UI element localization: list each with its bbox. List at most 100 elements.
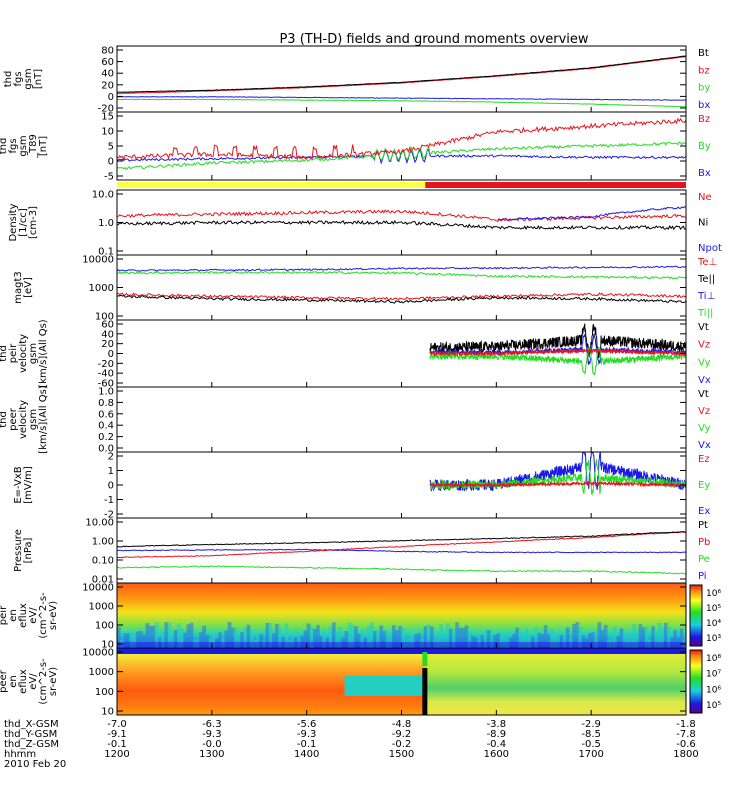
ion-spectrogram-cell: [259, 634, 263, 648]
series-4-Vz: [429, 347, 687, 357]
ion-spectrogram-cell: [392, 625, 396, 648]
legend-Vz: Vz: [698, 340, 710, 351]
ion-spectrogram-cell: [151, 625, 156, 648]
y-axis-label: E=-VxB [mV/m]: [13, 466, 34, 504]
y-tick-label: 80: [101, 46, 114, 57]
x-tick-label: -0.1: [107, 739, 127, 750]
ion-spectrogram-cell: [306, 623, 311, 648]
ion-spectrogram-cell: [357, 633, 361, 648]
y-axis-label-line: sr-eV): [48, 667, 59, 696]
y-axis-label: thdpeirenefluxeV/(cm^2-s-sr-eV): [0, 592, 59, 639]
ion-spectrogram-cell: [271, 633, 276, 648]
y-axis-label-line: thd: [0, 345, 9, 362]
ion-spectrogram-cell: [559, 634, 564, 648]
ion-spectrogram-cell: [458, 627, 463, 648]
y-axis-label-line: magt3: [13, 271, 24, 304]
y-axis-label-line: thd: [3, 71, 14, 88]
ion-spectrogram-cell: [423, 626, 428, 648]
y-axis-label-line: peer: [0, 669, 9, 693]
y-tick-label: 100: [95, 621, 114, 632]
x-tick-label: -9.3: [297, 729, 317, 740]
ion-spectrogram-cell: [496, 633, 500, 648]
y-tick-label: 1000: [89, 667, 114, 678]
legend-Pe: Pe: [698, 554, 710, 565]
ion-spectrogram-cell: [189, 622, 194, 648]
y-axis-label-line: [nT]: [38, 136, 49, 156]
ion-spectrogram-cell: [388, 632, 393, 648]
y-tick-label: -20: [98, 359, 114, 370]
ion-spectrogram-cell: [132, 633, 137, 648]
y-axis-label: thdpeerenefluxeV/(cm^2-s-sr-eV): [0, 658, 59, 705]
series-0-bx: [116, 96, 687, 101]
ion-spectrogram-cell: [145, 623, 150, 648]
series-7-Pb: [116, 531, 687, 559]
y-axis-label-line: [km/s](All Qs): [38, 319, 49, 387]
ion-spectrogram-cell: [275, 623, 279, 648]
ion-spectrogram-cell: [161, 630, 165, 648]
ion-spectrogram-cell: [603, 625, 608, 648]
ion-spectrogram-cell: [486, 630, 491, 648]
ion-spectrogram-cell: [651, 626, 655, 648]
ion-spectrogram-cell: [537, 632, 542, 648]
x-axis-label: 2010 Feb 20: [4, 759, 66, 770]
ion-spectrogram-cell: [382, 631, 387, 648]
ion-spectrogram-cell: [347, 622, 352, 648]
y-tick-label: 15: [101, 112, 114, 123]
x-axis-label: hhmm: [4, 749, 36, 760]
x-tick-label: -7.0: [107, 719, 127, 730]
ion-spectrogram-cell: [464, 625, 469, 648]
ion-spectrogram-cell: [600, 629, 605, 648]
y-axis-label-line: [nPa]: [23, 537, 34, 563]
ion-spectrogram-cell: [350, 624, 355, 648]
legend-Vy: Vy: [698, 423, 711, 434]
ion-spectrogram-cell: [679, 628, 684, 648]
y-axis-label-line: peir: [0, 605, 9, 625]
ion-spectrogram-cell: [673, 629, 678, 648]
y-axis-label-line: sr-eV): [48, 601, 59, 630]
x-tick-label: -6.3: [202, 719, 222, 730]
legend-Vz: Vz: [698, 406, 710, 417]
ion-spectrogram-cell: [540, 633, 545, 648]
ion-spectrogram-cell: [218, 632, 222, 648]
ion-spectrogram-cell: [426, 624, 431, 648]
ion-spectrogram-cell: [502, 634, 507, 648]
x-tick-label: -0.4: [487, 739, 507, 750]
ion-spectrogram-cell: [493, 635, 497, 648]
x-tick-label: -0.2: [392, 739, 412, 750]
ion-spectrogram-cell: [331, 622, 336, 648]
ion-spectrogram-cell: [173, 630, 178, 648]
y-axis-label-line: gsm: [28, 343, 39, 364]
ion-spectrogram-cell: [499, 635, 504, 648]
series-7-Pe: [116, 565, 687, 575]
legend-Vx: Vx: [698, 375, 711, 386]
ion-spectrogram-cell: [148, 625, 153, 648]
colorbar-9: [690, 650, 702, 713]
series-7-Pt: [116, 530, 687, 548]
x-tick-label: -8.5: [581, 729, 601, 740]
ion-spectrogram-cell: [316, 625, 320, 648]
y-axis-label: magt3 [eV]: [13, 271, 34, 304]
ion-spectrogram-cell: [180, 628, 184, 648]
series-0-Bt: [117, 55, 687, 93]
y-axis-label: thd peir velocity gsm [km/s](All Qs): [0, 319, 49, 387]
y-tick-label: -5: [104, 172, 114, 183]
ion-spectrogram-cell: [126, 633, 131, 648]
x-tick-label: -2.9: [581, 719, 601, 730]
plot-title: P3 (TH-D) fields and ground moments over…: [279, 32, 588, 47]
y-axis-label-line: thd: [0, 411, 9, 428]
ion-spectrogram-cell: [177, 623, 181, 648]
y-tick-label: 0.01: [92, 575, 114, 586]
x-tick-label: 1400: [294, 749, 319, 760]
ion-spectrogram-cell: [436, 634, 440, 648]
y-axis-label-line: velocity: [18, 400, 29, 439]
electron-spectrogram-top: [117, 648, 686, 654]
ion-spectrogram-cell: [556, 634, 561, 648]
y-tick-label: 0.6: [98, 409, 114, 420]
x-tick-label: 1700: [578, 749, 603, 760]
ion-spectrogram-cell: [667, 626, 671, 648]
ion-spectrogram-cell: [644, 626, 649, 648]
ion-spectrogram-cell: [543, 625, 548, 648]
x-tick-label: -4.8: [392, 719, 412, 730]
ion-spectrogram-cell: [448, 628, 453, 648]
x-tick-label: -8.9: [487, 729, 507, 740]
